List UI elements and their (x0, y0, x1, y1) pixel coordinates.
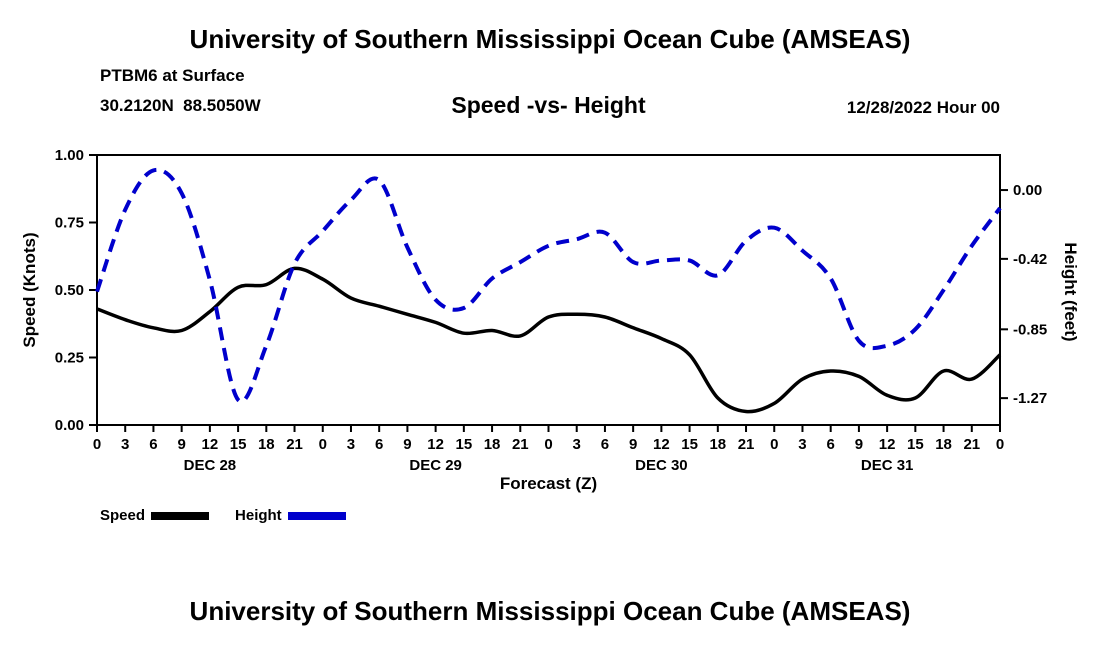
y-left-tick-label: 0.00 (55, 417, 84, 434)
y-left-tick-label: 0.50 (55, 282, 84, 299)
x-tick-label: 12 (879, 436, 896, 453)
x-tick-label: 21 (738, 436, 755, 453)
y-right-tick-label: -1.27 (1013, 390, 1047, 407)
x-tick-label: 3 (121, 436, 129, 453)
x-tick-label: 21 (963, 436, 980, 453)
x-tick-label: 9 (403, 436, 411, 453)
x-tick-label: 3 (573, 436, 581, 453)
x-tick-label: 3 (347, 436, 355, 453)
x-tick-label: 9 (629, 436, 637, 453)
day-label: DEC 31 (861, 457, 914, 474)
legend-speed-label: Speed (100, 507, 146, 524)
speed-line-swatch (151, 511, 210, 520)
x-tick-label: 21 (512, 436, 529, 453)
forecast-datetime: 12/28/2022 Hour 00 (846, 98, 1000, 117)
x-tick-label: 6 (827, 436, 835, 453)
x-tick-label: 15 (907, 436, 924, 453)
x-tick-label: 0 (770, 436, 778, 453)
x-tick-label: 18 (484, 436, 501, 453)
x-tick-label: 0 (996, 436, 1004, 453)
x-tick-label: 12 (427, 436, 444, 453)
x-tick-label: 6 (375, 436, 383, 453)
station-label: PTBM6 at Surface (100, 66, 245, 85)
x-tick-label: 0 (319, 436, 327, 453)
plot-title: Speed -vs- Height (451, 92, 646, 118)
x-tick-label: 18 (258, 436, 275, 453)
speed-line (96, 266, 1002, 414)
x-tick-label: 9 (177, 436, 185, 453)
day-label: DEC 30 (635, 457, 688, 474)
y-axis-label-right: Height (feet) (1061, 242, 1080, 342)
chart-legend: Speed Height (100, 507, 372, 524)
x-tick-label: 21 (286, 436, 303, 453)
y-right-tick-label: -0.42 (1013, 251, 1047, 268)
x-tick-label: 15 (456, 436, 473, 453)
x-tick-label: 3 (798, 436, 806, 453)
x-tick-label: 6 (149, 436, 157, 453)
page-title: University of Southern Mississippi Ocean… (189, 24, 911, 54)
y-axis-label-left: Speed (Knots) (20, 232, 39, 348)
height-line (95, 167, 1002, 404)
next-chart-title: University of Southern Mississippi Ocean… (189, 596, 911, 626)
y-right-tick-label: 0.00 (1013, 182, 1042, 199)
x-tick-label: 18 (709, 436, 726, 453)
height-line-swatch (287, 511, 346, 520)
x-axis-label: Forecast (Z) (499, 474, 598, 493)
x-tick-label: 12 (202, 436, 219, 453)
y-right-tick-label: -0.85 (1013, 321, 1047, 338)
x-tick-label: 0 (544, 436, 552, 453)
x-tick-label: 18 (935, 436, 952, 453)
y-left-tick-label: 1.00 (55, 147, 84, 164)
coordinates-label: 30.2120N 88.5050W (100, 96, 261, 115)
day-label: DEC 29 (409, 457, 462, 474)
legend-height-label: Height (235, 507, 282, 524)
y-left-tick-label: 0.75 (55, 215, 84, 232)
x-tick-label: 15 (230, 436, 247, 453)
y-left-tick-label: 0.25 (55, 350, 84, 367)
x-tick-label: 9 (855, 436, 863, 453)
x-tick-label: 0 (93, 436, 101, 453)
day-label: DEC 28 (184, 457, 237, 474)
x-tick-label: 15 (681, 436, 698, 453)
x-tick-label: 12 (653, 436, 670, 453)
x-tick-label: 6 (601, 436, 609, 453)
